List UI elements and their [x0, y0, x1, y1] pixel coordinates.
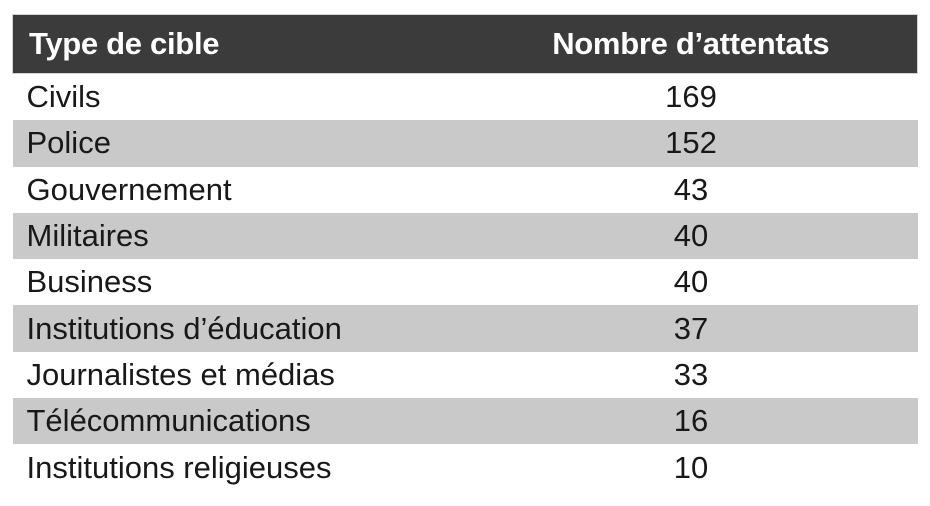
count-cell: 169 — [464, 73, 918, 121]
count-cell: 10 — [464, 444, 918, 491]
target-cell: Gouvernement — [12, 166, 465, 213]
count-cell: 40 — [464, 259, 918, 306]
count-cell: 152 — [464, 120, 918, 167]
count-cell: 33 — [464, 351, 918, 399]
table-row: Institutions religieuses 10 — [12, 444, 918, 491]
table-row: Gouvernement 43 — [12, 166, 918, 213]
column-header-target-type: Type de cible — [12, 14, 465, 74]
table-row: Militaires 40 — [12, 212, 918, 260]
column-header-attack-count: Nombre d’attentats — [464, 14, 918, 74]
header-row: Type de cible Nombre d’attentats — [12, 14, 918, 74]
target-cell: Télécommunications — [12, 398, 465, 445]
target-cell: Militaires — [12, 212, 465, 260]
attacks-by-target-table: Type de cible Nombre d’attentats Civils … — [12, 14, 918, 491]
count-cell: 43 — [464, 166, 918, 213]
table-row: Business 40 — [12, 259, 918, 306]
count-cell: 40 — [464, 212, 918, 260]
target-cell: Institutions d’éducation — [12, 305, 465, 352]
count-cell: 37 — [464, 305, 918, 352]
target-cell: Police — [12, 120, 465, 167]
count-cell: 16 — [464, 398, 918, 445]
table-header: Type de cible Nombre d’attentats — [12, 14, 918, 74]
table-body: Civils 169 Police 152 Gouvernement 43 Mi… — [12, 73, 918, 491]
table-row: Télécommunications 16 — [12, 398, 918, 445]
table-row: Institutions d’éducation 37 — [12, 305, 918, 352]
table-row: Police 152 — [12, 120, 918, 167]
table-row: Civils 169 — [12, 73, 918, 121]
target-cell: Institutions religieuses — [12, 444, 465, 491]
target-cell: Business — [12, 259, 465, 306]
table-row: Journalistes et médias 33 — [12, 351, 918, 399]
target-cell: Journalistes et médias — [12, 351, 465, 399]
target-cell: Civils — [12, 73, 465, 121]
